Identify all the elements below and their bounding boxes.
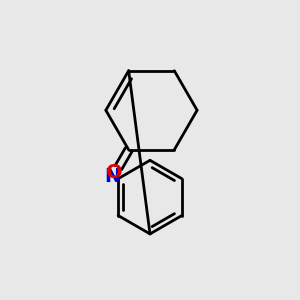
Text: O: O [106, 163, 122, 182]
Text: N: N [105, 167, 121, 186]
